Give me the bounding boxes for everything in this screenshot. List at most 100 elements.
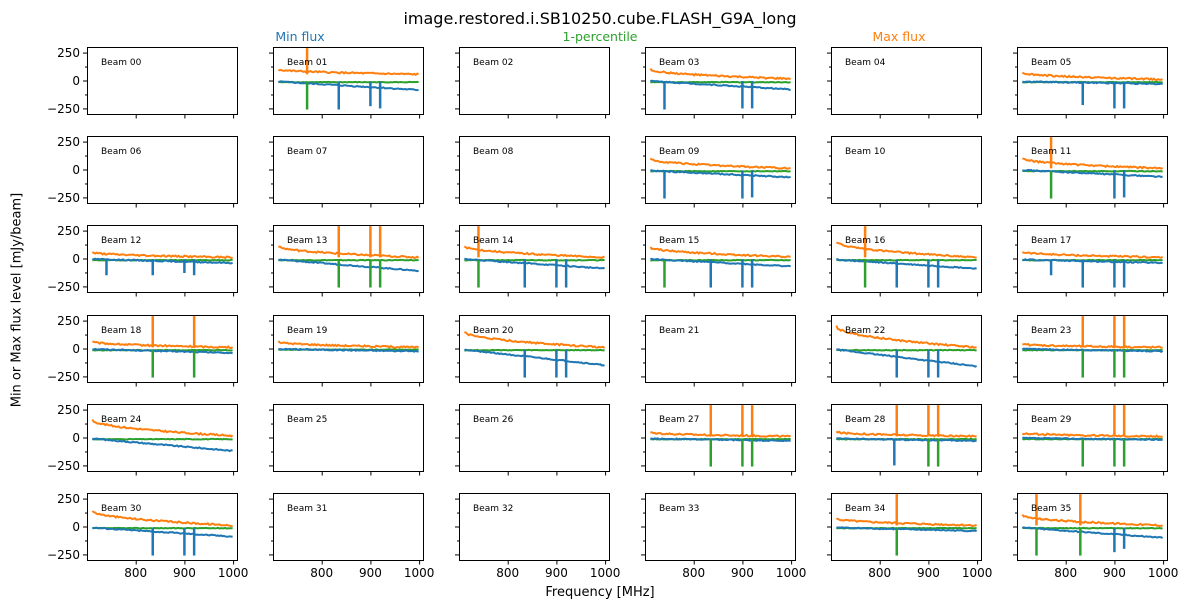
panel-frame [1017,404,1168,472]
panel-frame [87,136,238,204]
panel-beam-21: Beam 21 [641,315,796,387]
data-group [92,316,234,378]
series-max-flux [836,517,978,528]
panel-frame [87,404,238,472]
data-group [649,68,791,110]
panel-beam-18: Beam 18 250 0 −250 [47,314,238,387]
x-tick-label: 1000 [404,566,435,580]
series-max-flux [91,419,234,438]
y-tick-label: 0 [72,342,80,356]
panel-beam-35: Beam 35 800 900 1000 [1013,493,1179,580]
x-tick-label: 900 [359,566,382,580]
series-1-percentile [464,348,605,352]
y-tick-label: 250 [57,224,80,238]
series-min-flux [836,437,977,443]
panel-frame [645,315,796,383]
beam-label: Beam 16 [845,236,886,246]
panel-beam-11: Beam 11 [1013,136,1168,208]
series-max-flux [649,68,791,81]
legend-1-percentile: 1-percentile [562,29,638,44]
y-tick-label: −250 [47,370,80,384]
series-max-flux [836,241,977,259]
x-tick-label: 800 [310,566,333,580]
x-tick-label: 900 [731,566,754,580]
beam-label: Beam 20 [473,326,514,336]
series-max-flux [92,340,234,350]
panel-frame [831,404,982,472]
beam-label: Beam 25 [287,415,327,425]
data-group [1021,316,1164,378]
series-max-flux [1021,513,1163,527]
y-tick-label: 0 [72,431,80,445]
y-tick-label: 250 [57,314,80,328]
data-group [91,251,234,276]
panel-frame [87,47,238,115]
x-tick-label: 800 [496,566,519,580]
panel-frame [273,136,424,204]
data-group [1021,494,1164,556]
panel-frame [273,404,424,472]
series-min-flux [1021,347,1164,353]
series-min-flux [1022,436,1163,442]
series-max-flux [1021,71,1163,82]
series-max-flux [1022,342,1163,350]
panel-beam-00: Beam 00 250 0 −250 [47,46,238,119]
y-tick-label: 250 [57,492,80,506]
data-group [1022,137,1164,199]
data-group [835,405,977,467]
panel-beam-13: Beam 13 [269,225,424,297]
beam-label: Beam 33 [659,504,699,514]
panel-frame [273,315,424,383]
panel-beam-02: Beam 02 [455,47,610,119]
series-max-flux [835,430,977,438]
panel-frame [273,47,424,115]
panel-beam-32: Beam 32 800 900 1000 [455,493,621,580]
panel-frame [645,404,796,472]
series-min-flux [649,79,791,91]
panel-frame [645,493,796,561]
panel-frame [87,315,238,383]
x-tick-label: 1000 [1148,566,1179,580]
beam-label: Beam 32 [473,504,513,514]
beam-label: Beam 05 [1031,58,1071,68]
beam-label: Beam 07 [287,147,327,157]
data-group [836,226,977,288]
x-axis-label: Frequency [MHz] [545,585,655,600]
legend-min-flux: Min flux [275,29,325,44]
series-min-flux [464,348,605,367]
x-tick-label: 1000 [776,566,807,580]
beam-label: Beam 15 [659,236,699,246]
beam-label: Beam 01 [287,58,327,68]
series-1-percentile [92,526,233,530]
panel-beam-09: Beam 09 [641,136,796,208]
series-max-flux [1022,157,1164,170]
series-min-flux [1021,526,1164,540]
beam-label: Beam 09 [659,147,700,157]
x-tick-label: 1000 [218,566,249,580]
panel-beam-33: Beam 33 800 900 1000 [641,493,807,580]
x-tick-label: 1000 [590,566,621,580]
x-tick-label: 900 [545,566,568,580]
series-max-flux [91,510,233,528]
data-group [1021,71,1164,109]
series-min-flux [836,526,978,533]
beam-label: Beam 19 [287,326,328,336]
series-min-flux [92,526,233,538]
panel-beam-01: Beam 01 [269,47,424,119]
beam-label: Beam 04 [845,58,886,68]
series-max-flux [835,325,977,349]
series-max-flux [91,251,234,260]
panel-frame [87,225,238,293]
panel-beam-10: Beam 10 [827,136,982,208]
data-group [277,340,420,353]
series-min-flux [836,348,978,368]
panel-frame [1017,493,1168,561]
data-group [1022,405,1163,467]
data-group [836,494,978,556]
beam-label: Beam 35 [1031,504,1071,514]
y-tick-label: 0 [72,74,80,88]
series-1-percentile [278,258,419,262]
data-group [277,48,419,110]
beam-label: Beam 29 [1031,415,1072,425]
series-min-flux [1022,80,1164,86]
